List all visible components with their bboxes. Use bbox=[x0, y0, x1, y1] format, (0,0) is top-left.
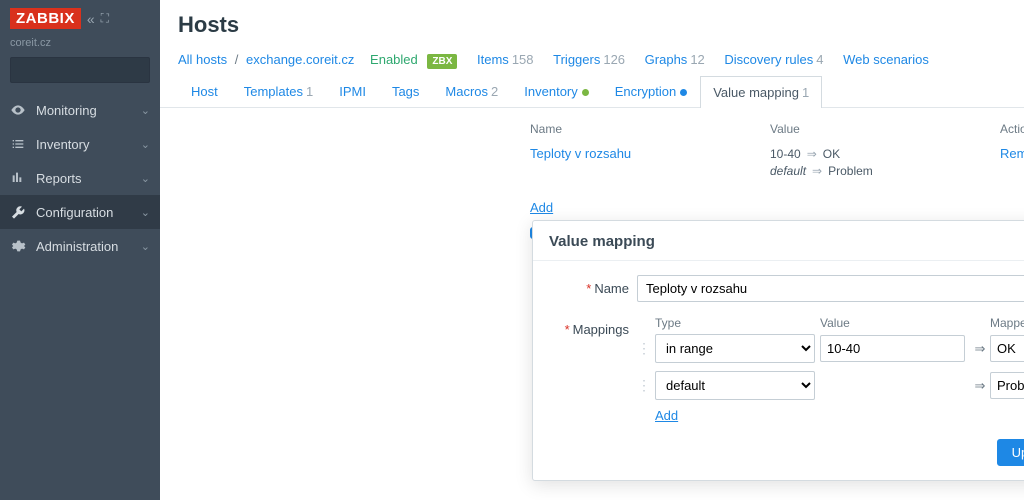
dot-icon bbox=[582, 89, 589, 96]
sidebar-item-label: Configuration bbox=[36, 205, 113, 220]
modal-actions: Update Cancel bbox=[533, 429, 1024, 480]
arrow-icon: ⇒ bbox=[970, 341, 990, 357]
fullscreen-icon[interactable]: ⛶ bbox=[101, 11, 109, 26]
tab-macros[interactable]: Macros2 bbox=[432, 75, 511, 107]
sidebar: ZABBIX « ⛶ coreit.cz Monitoring ⌄ Invent… bbox=[0, 0, 160, 500]
page-title: Hosts bbox=[160, 0, 1024, 48]
arrow-icon: ⇒ bbox=[807, 147, 817, 161]
logo: ZABBIX bbox=[10, 8, 81, 29]
drag-handle-icon[interactable]: ⋮⋮ bbox=[637, 340, 655, 357]
wrench-icon bbox=[10, 204, 26, 220]
tabs: Host Templates1 IPMI Tags Macros2 Invent… bbox=[160, 75, 1024, 108]
list-icon bbox=[10, 136, 26, 152]
collapse-sidebar-icon[interactable]: « bbox=[87, 11, 95, 27]
eye-icon bbox=[10, 102, 26, 118]
breadcrumb: All hosts / exchange.coreit.cz Enabled Z… bbox=[160, 48, 1024, 75]
sidebar-item-label: Monitoring bbox=[36, 103, 97, 118]
entity-graphs[interactable]: Graphs12 bbox=[645, 52, 705, 67]
search-box[interactable] bbox=[10, 57, 150, 83]
modal-form: *Name *Mappings Type Value Mapped to Act… bbox=[533, 261, 1024, 429]
value-map-name-link[interactable]: Teploty v rozsahu bbox=[530, 146, 770, 180]
col-mapped: Mapped to bbox=[990, 316, 1024, 330]
add-value-map-link[interactable]: Add bbox=[530, 200, 553, 215]
tab-inventory[interactable]: Inventory bbox=[511, 75, 601, 107]
entity-items[interactable]: Items158 bbox=[477, 52, 534, 67]
mapped-input[interactable] bbox=[990, 372, 1024, 399]
mapping-row: ⋮⋮ default ⇒ Remove bbox=[637, 371, 1024, 400]
mapped-input[interactable] bbox=[990, 335, 1024, 362]
sidebar-nav: Monitoring ⌄ Inventory ⌄ Reports ⌄ Confi… bbox=[0, 93, 160, 263]
drag-handle-icon[interactable]: ⋮⋮ bbox=[637, 377, 655, 394]
tab-ipmi[interactable]: IPMI bbox=[326, 75, 379, 107]
add-mapping-link[interactable]: Add bbox=[655, 408, 678, 423]
table-row: Teploty v rozsahu 10-40⇒OK default⇒Probl… bbox=[530, 142, 1024, 184]
value-mapping-list: Name Value Action Teploty v rozsahu 10-4… bbox=[530, 122, 1024, 184]
sidebar-item-configuration[interactable]: Configuration ⌄ bbox=[0, 195, 160, 229]
arrow-icon: ⇒ bbox=[812, 164, 822, 178]
breadcrumb-host[interactable]: exchange.coreit.cz bbox=[246, 52, 354, 67]
col-action: Action bbox=[1000, 122, 1024, 136]
value-input[interactable] bbox=[820, 335, 965, 362]
mapping-row: ⋮⋮ in range ⇒ Remove bbox=[637, 334, 1024, 363]
sidebar-item-label: Administration bbox=[36, 239, 118, 254]
mappings-label: *Mappings bbox=[549, 316, 629, 337]
sidebar-item-label: Reports bbox=[36, 171, 82, 186]
sidebar-item-label: Inventory bbox=[36, 137, 89, 152]
main: Hosts All hosts / exchange.coreit.cz Ena… bbox=[160, 0, 1024, 500]
table-header: Name Value Action bbox=[530, 122, 1024, 142]
sidebar-item-monitoring[interactable]: Monitoring ⌄ bbox=[0, 93, 160, 127]
value-mapping-modal: Value mapping × *Name *Mappings Type Val… bbox=[532, 220, 1024, 481]
sidebar-item-administration[interactable]: Administration ⌄ bbox=[0, 229, 160, 263]
col-value: Value bbox=[820, 316, 970, 330]
remove-link[interactable]: Remove bbox=[1000, 146, 1024, 180]
search-input[interactable] bbox=[11, 58, 178, 82]
gear-icon bbox=[10, 238, 26, 254]
entity-triggers[interactable]: Triggers126 bbox=[553, 52, 625, 67]
mappings-table: Type Value Mapped to Action ⋮⋮ in range … bbox=[637, 316, 1024, 423]
mappings-header: Type Value Mapped to Action bbox=[637, 316, 1024, 334]
tab-tags[interactable]: Tags bbox=[379, 75, 432, 107]
tab-value-mapping[interactable]: Value mapping1 bbox=[700, 76, 822, 108]
type-select[interactable]: in range bbox=[655, 334, 815, 363]
entity-web[interactable]: Web scenarios bbox=[843, 52, 929, 67]
bar-chart-icon bbox=[10, 170, 26, 186]
tab-templates[interactable]: Templates1 bbox=[231, 75, 326, 107]
dot-icon bbox=[680, 89, 687, 96]
enabled-label: Enabled bbox=[370, 52, 418, 67]
zbx-badge: ZBX bbox=[427, 54, 457, 69]
chevron-down-icon: ⌄ bbox=[141, 206, 150, 219]
sidebar-item-inventory[interactable]: Inventory ⌄ bbox=[0, 127, 160, 161]
name-label: *Name bbox=[549, 275, 629, 296]
tab-host[interactable]: Host bbox=[178, 75, 231, 107]
sidebar-item-reports[interactable]: Reports ⌄ bbox=[0, 161, 160, 195]
type-select[interactable]: default bbox=[655, 371, 815, 400]
breadcrumb-separator: / bbox=[235, 52, 239, 67]
update-button[interactable]: Update bbox=[997, 439, 1024, 466]
breadcrumb-all-hosts[interactable]: All hosts bbox=[178, 52, 227, 67]
chevron-down-icon: ⌄ bbox=[141, 240, 150, 253]
modal-title: Value mapping bbox=[533, 221, 1024, 261]
entity-discovery[interactable]: Discovery rules4 bbox=[724, 52, 823, 67]
col-name: Name bbox=[530, 122, 770, 136]
chevron-down-icon: ⌄ bbox=[141, 172, 150, 185]
value-map-values: 10-40⇒OK default⇒Problem bbox=[770, 146, 1000, 180]
chevron-down-icon: ⌄ bbox=[141, 138, 150, 151]
tab-encryption[interactable]: Encryption bbox=[602, 75, 700, 107]
domain-label: coreit.cz bbox=[0, 37, 160, 57]
logo-row: ZABBIX « ⛶ bbox=[0, 0, 160, 37]
chevron-down-icon: ⌄ bbox=[141, 104, 150, 117]
col-type: Type bbox=[655, 316, 820, 330]
name-input[interactable] bbox=[637, 275, 1024, 302]
arrow-icon: ⇒ bbox=[970, 378, 990, 394]
col-value: Value bbox=[770, 122, 1000, 136]
